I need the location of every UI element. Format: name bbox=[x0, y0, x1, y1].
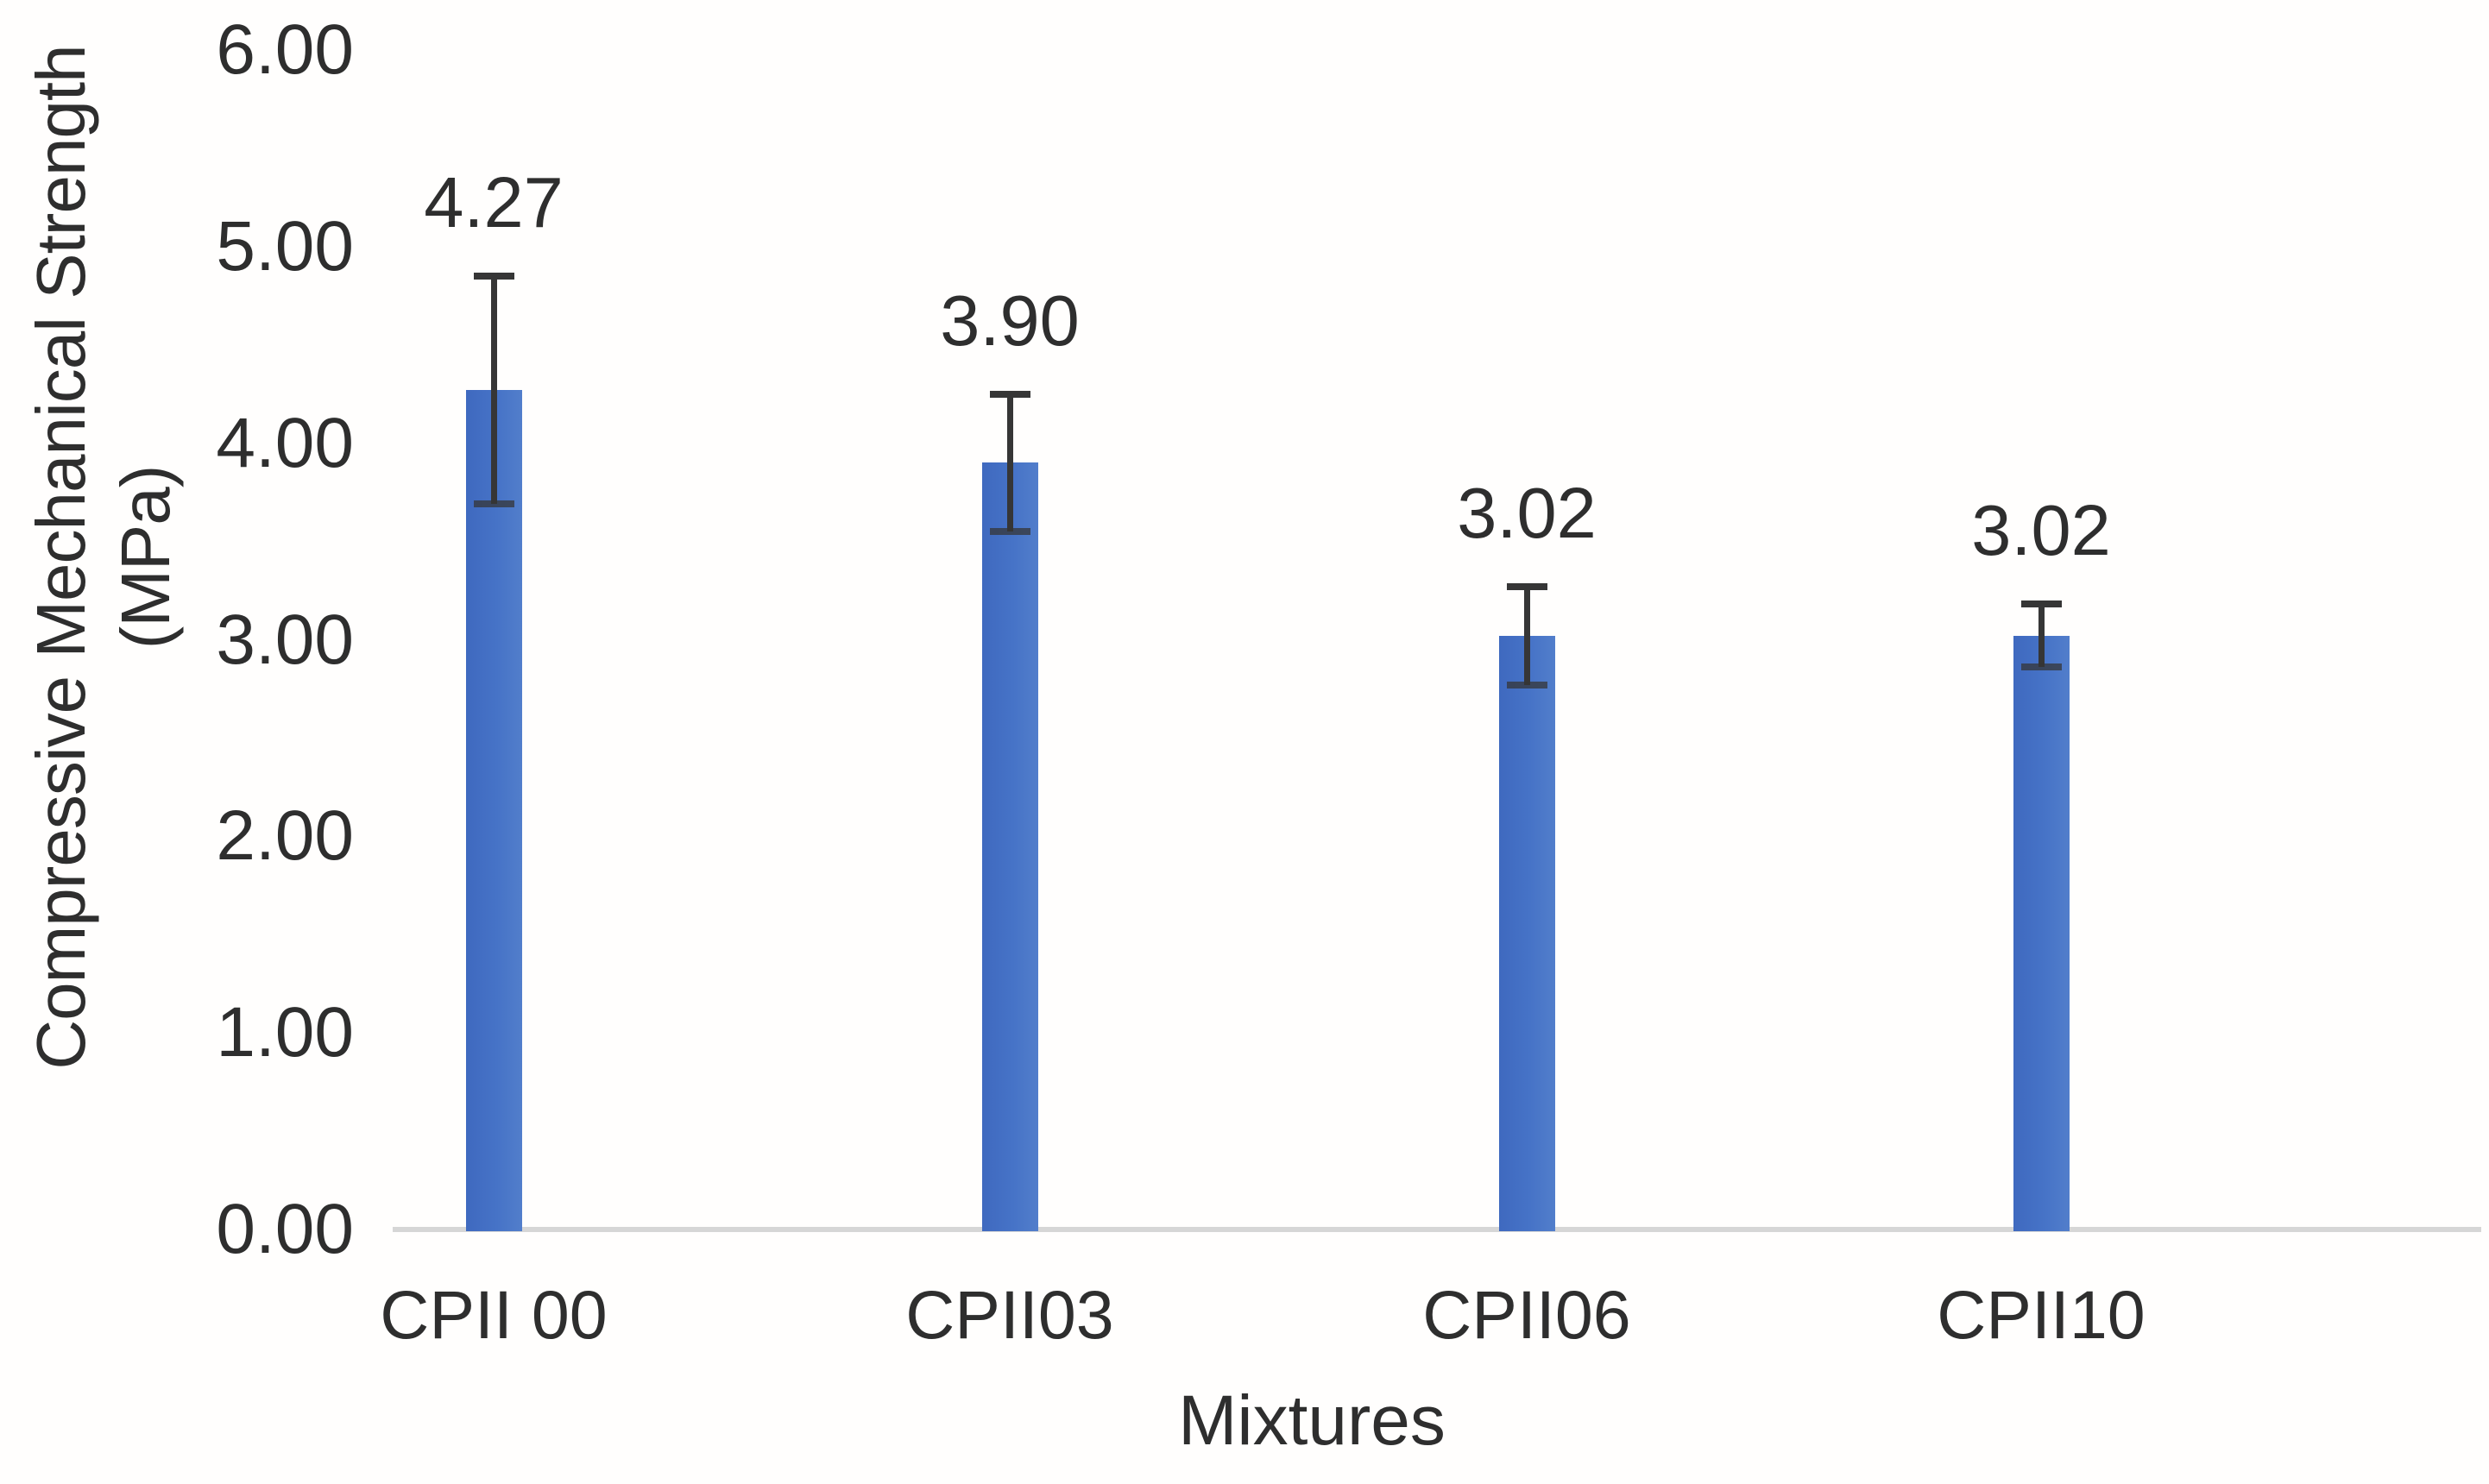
error-bar-cap-bottom bbox=[989, 528, 1030, 536]
y-axis-tick-label: 5.00 bbox=[216, 206, 354, 286]
y-axis-tick-label: 4.00 bbox=[216, 403, 354, 482]
x-axis-category-label: CPII 00 bbox=[380, 1276, 608, 1353]
y-axis-title-line1: Compressive Mechanical Strength bbox=[22, 45, 99, 1070]
bar-cpii03 bbox=[981, 462, 1038, 1231]
y-axis-title: Compressive Mechanical Strength (MPa) bbox=[17, 0, 190, 1118]
error-bar-cap-top bbox=[1506, 582, 1547, 590]
error-bar-cap-bottom bbox=[473, 500, 514, 508]
error-bar-whisker bbox=[490, 276, 497, 505]
x-axis-category-label: CPII06 bbox=[1422, 1276, 1631, 1353]
y-axis-tick-label: 3.00 bbox=[216, 600, 354, 679]
x-axis-category-label: CPII03 bbox=[905, 1276, 1114, 1353]
error-bar-cap-bottom bbox=[2020, 663, 2062, 671]
error-bar-whisker bbox=[2038, 604, 2045, 668]
error-bar-cap-top bbox=[473, 273, 514, 280]
error-bar-cap-bottom bbox=[1506, 681, 1547, 689]
x-axis-category-label: CPII10 bbox=[1937, 1276, 2146, 1353]
error-bar-whisker bbox=[1523, 586, 1530, 685]
bar-value-label: 3.90 bbox=[940, 280, 1080, 361]
error-bar-whisker bbox=[1006, 393, 1013, 532]
y-axis-title-line2: (MPa) bbox=[107, 465, 184, 650]
x-axis-title: Mixtures bbox=[1178, 1381, 1446, 1460]
error-bar-cap-top bbox=[989, 390, 1030, 398]
bar-cpii10 bbox=[2013, 635, 2070, 1231]
bar-cpii06 bbox=[1498, 635, 1555, 1231]
bar-value-label: 4.27 bbox=[424, 162, 564, 242]
x-axis-line bbox=[393, 1227, 2481, 1232]
y-axis-tick-label: 0.00 bbox=[216, 1190, 354, 1268]
y-axis-tick-label: 2.00 bbox=[216, 796, 354, 876]
y-axis-tick-label: 6.00 bbox=[216, 10, 354, 89]
error-bar-cap-top bbox=[2020, 601, 2062, 608]
y-axis-tick-label: 1.00 bbox=[216, 993, 354, 1072]
bar-cpii-00 bbox=[465, 390, 522, 1231]
bar-value-label: 3.02 bbox=[1457, 472, 1597, 553]
bar-value-label: 3.02 bbox=[1971, 490, 2111, 571]
